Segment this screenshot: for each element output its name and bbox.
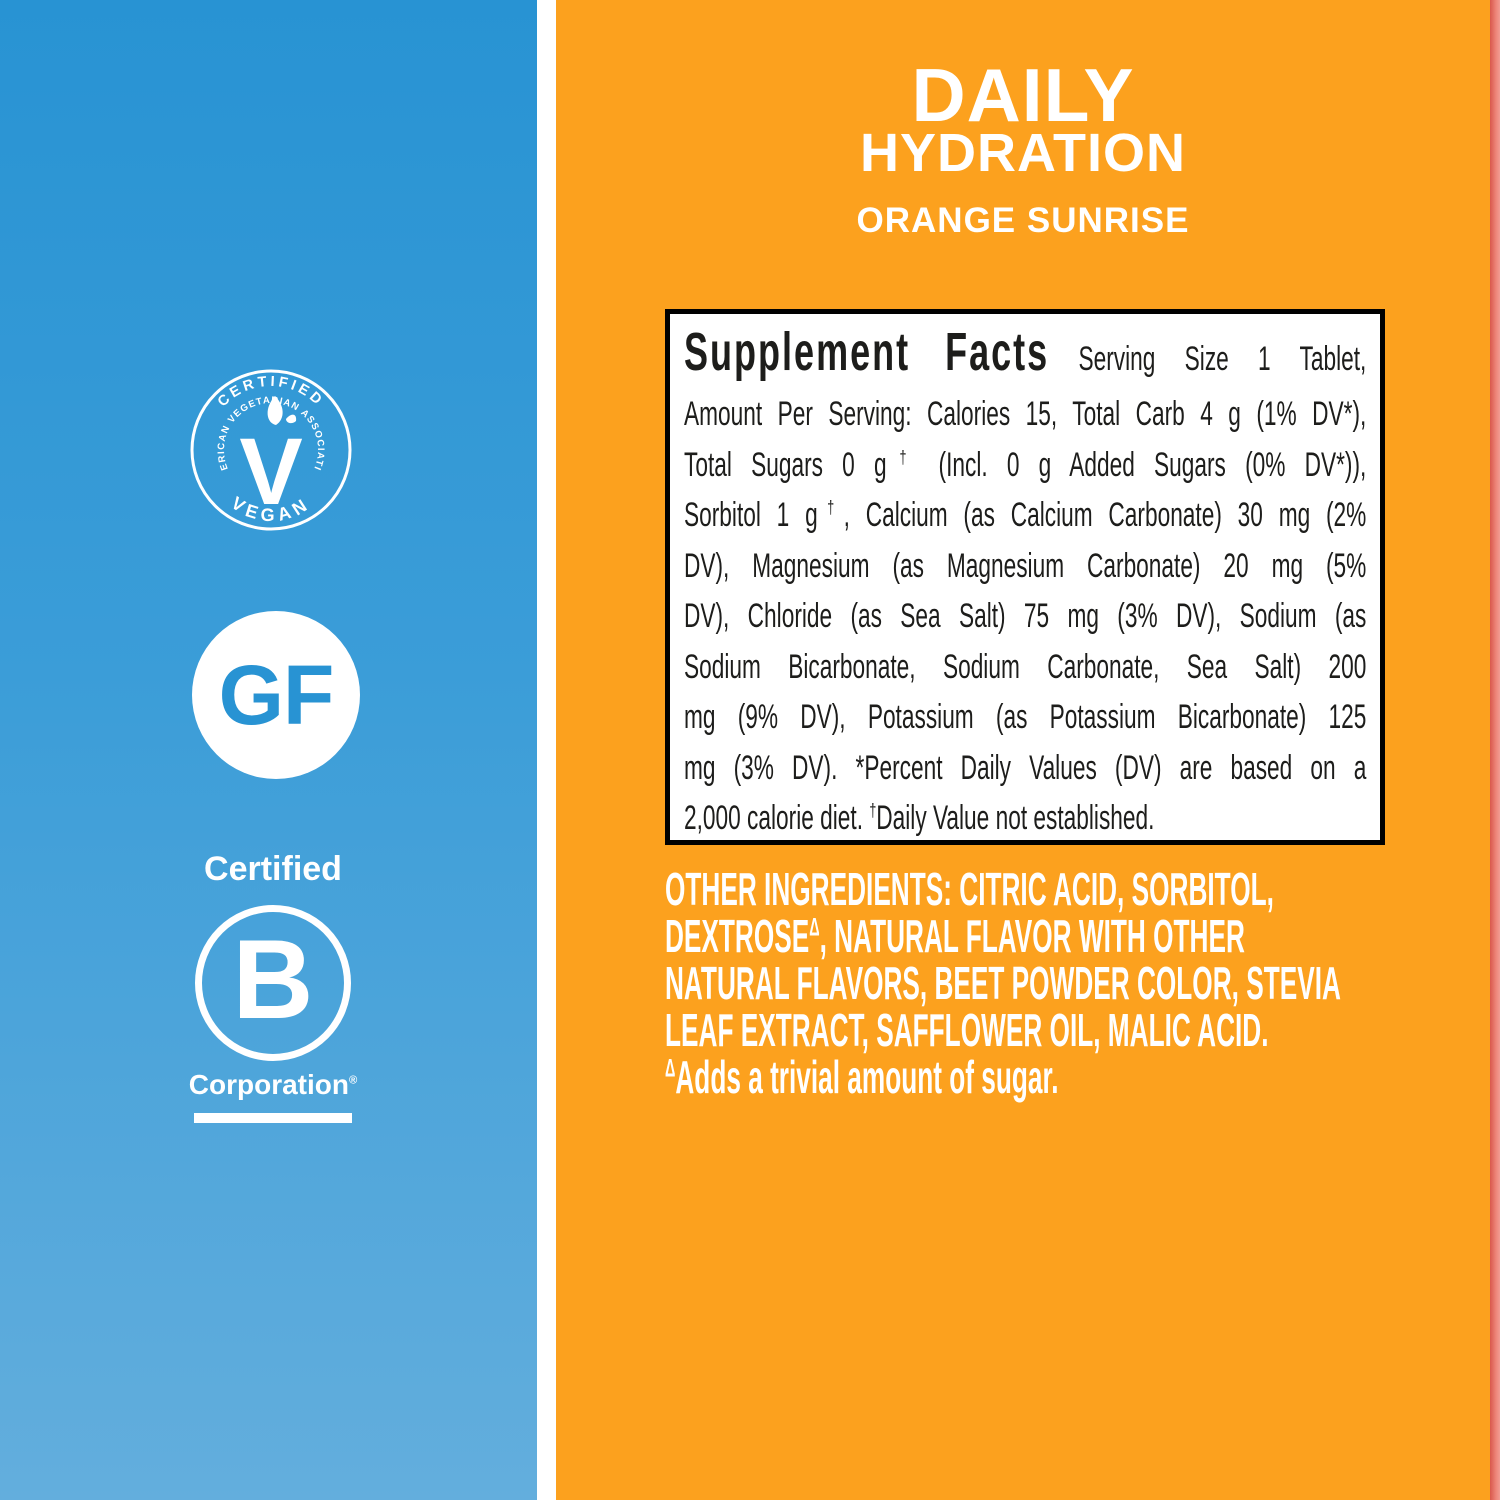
bcorp-b-letter: B [232,917,314,1042]
bcorp-corporation-text: Corporation [188,1069,349,1100]
gf-label: GF [218,648,335,742]
serving-size-text: Serving Size 1 Tablet, [1078,340,1367,378]
package-edge-strip [1490,0,1500,1500]
bcorp-corporation-label: Corporation® [132,1069,414,1101]
certified-vegan-badge-icon: CERTIFIED AMERICAN VEGETARIAN ASSOCIATIO… [188,367,352,531]
small-leaf-icon [286,414,297,424]
leaf-icon [267,396,283,425]
supplement-facts-box: Supplement Facts Serving Size 1 Tablet, … [665,309,1385,845]
supplement-facts-heading-line: Supplement Facts Serving Size 1 Tablet, [684,322,1366,389]
product-title-line1: DAILY [911,53,1135,137]
flavor-name: ORANGE SUNRISE [856,201,1190,240]
bcorp-certified-label: Certified [204,850,342,888]
vegan-badge-ring [190,369,352,531]
supplement-facts-body: Amount Per Serving: Calories 15, Total C… [684,395,1367,837]
panel-divider [537,0,556,1500]
bcorp-circle-icon: B [195,905,351,1061]
bcorp-underline [194,1113,352,1123]
product-title-line2: HYDRATION [860,123,1186,183]
gluten-free-badge: GF [192,611,360,779]
registered-mark: ® [348,1074,358,1087]
b-corporation-badge: Certified B Corporation® [132,850,414,1123]
left-blue-panel: CERTIFIED AMERICAN VEGETARIAN ASSOCIATIO… [0,0,537,1500]
supplement-facts-heading: Supplement Facts [684,322,1050,382]
vegan-v-letter: V [239,419,302,525]
other-ingredients: OTHER INGREDIENTS: CITRIC ACID, SORBITOL… [665,863,1341,1103]
